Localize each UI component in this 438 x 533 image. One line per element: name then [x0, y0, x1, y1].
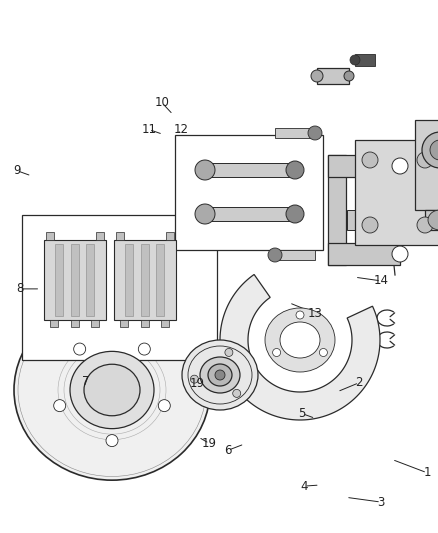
- Ellipse shape: [182, 340, 258, 410]
- Text: 19: 19: [202, 437, 217, 450]
- Circle shape: [195, 160, 215, 180]
- Bar: [46, 232, 54, 240]
- Ellipse shape: [280, 322, 320, 358]
- Circle shape: [311, 70, 323, 82]
- Ellipse shape: [428, 210, 438, 230]
- Bar: [328, 155, 400, 177]
- Ellipse shape: [14, 300, 210, 480]
- Bar: [355, 54, 375, 66]
- Bar: [50, 320, 58, 327]
- Text: 13: 13: [308, 307, 323, 320]
- Ellipse shape: [208, 364, 232, 386]
- Bar: [91, 320, 99, 327]
- Circle shape: [74, 343, 86, 355]
- Circle shape: [417, 152, 433, 168]
- Circle shape: [362, 217, 378, 233]
- Bar: [161, 320, 169, 327]
- Ellipse shape: [265, 308, 335, 372]
- Text: 2: 2: [355, 376, 363, 389]
- Text: 1: 1: [423, 466, 431, 479]
- PathPatch shape: [220, 274, 380, 420]
- Bar: [425, 210, 438, 230]
- Circle shape: [272, 349, 281, 357]
- Text: 7: 7: [81, 375, 89, 388]
- Text: 19: 19: [190, 377, 205, 390]
- Circle shape: [392, 246, 408, 262]
- Bar: [175, 135, 323, 250]
- Text: 10: 10: [155, 96, 170, 109]
- Text: 5: 5: [299, 407, 306, 420]
- Circle shape: [392, 158, 408, 174]
- Circle shape: [233, 390, 241, 398]
- Circle shape: [417, 217, 433, 233]
- Bar: [166, 232, 174, 240]
- Circle shape: [319, 349, 327, 357]
- Bar: [317, 68, 349, 84]
- Circle shape: [268, 248, 282, 262]
- Ellipse shape: [70, 351, 154, 429]
- Bar: [355, 140, 438, 245]
- Text: 4: 4: [300, 480, 308, 492]
- Text: 8: 8: [16, 282, 23, 295]
- Bar: [347, 155, 359, 175]
- Bar: [116, 232, 124, 240]
- Bar: [156, 244, 164, 316]
- Bar: [125, 244, 133, 316]
- Circle shape: [225, 349, 233, 357]
- Ellipse shape: [422, 132, 438, 168]
- Ellipse shape: [200, 357, 240, 393]
- Text: 14: 14: [374, 274, 389, 287]
- Circle shape: [362, 152, 378, 168]
- Circle shape: [344, 71, 354, 81]
- Bar: [96, 232, 104, 240]
- Bar: [141, 320, 149, 327]
- Bar: [275, 250, 315, 260]
- Text: 12: 12: [173, 123, 188, 136]
- Bar: [403, 155, 417, 177]
- Circle shape: [158, 400, 170, 411]
- Ellipse shape: [215, 370, 225, 380]
- Circle shape: [195, 204, 215, 224]
- Text: 6: 6: [224, 444, 232, 457]
- Circle shape: [191, 375, 198, 383]
- Bar: [347, 210, 359, 230]
- Bar: [86, 244, 94, 316]
- Circle shape: [350, 55, 360, 65]
- Bar: [71, 244, 79, 316]
- Text: 3: 3: [378, 496, 385, 508]
- Bar: [328, 243, 400, 265]
- Circle shape: [54, 400, 66, 411]
- Circle shape: [106, 434, 118, 447]
- Bar: [205, 207, 295, 221]
- Bar: [22, 215, 217, 360]
- Bar: [275, 128, 315, 138]
- Ellipse shape: [84, 364, 140, 416]
- Bar: [205, 163, 295, 177]
- Bar: [328, 155, 346, 265]
- Bar: [114, 240, 176, 320]
- Ellipse shape: [430, 140, 438, 160]
- Bar: [120, 320, 128, 327]
- Text: 11: 11: [141, 123, 156, 136]
- Circle shape: [138, 343, 150, 355]
- Circle shape: [296, 311, 304, 319]
- Bar: [55, 244, 63, 316]
- Bar: [71, 320, 79, 327]
- Circle shape: [286, 205, 304, 223]
- Bar: [44, 240, 106, 320]
- Text: 9: 9: [13, 164, 21, 177]
- Bar: [141, 244, 149, 316]
- Circle shape: [308, 126, 322, 140]
- Bar: [415, 120, 438, 210]
- Circle shape: [286, 161, 304, 179]
